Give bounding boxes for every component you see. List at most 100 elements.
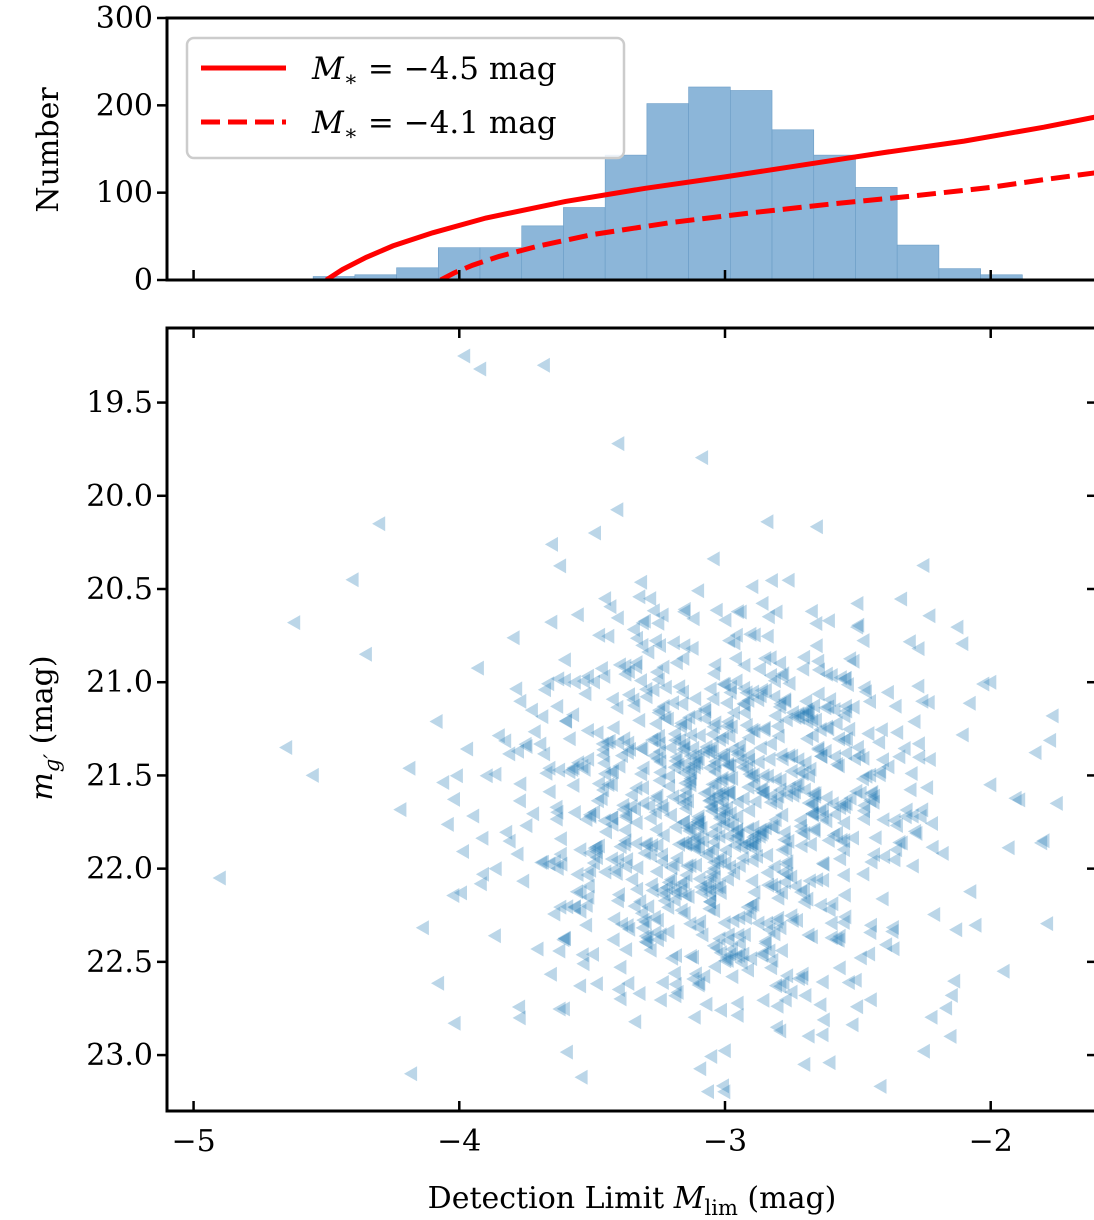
scatter-point: [856, 866, 870, 882]
scatter-point: [893, 591, 908, 607]
scatter-point: [676, 814, 690, 830]
scatter-point: [668, 976, 682, 992]
scatter-point: [457, 348, 471, 364]
scatter-point: [727, 865, 741, 881]
scatter-point: [697, 701, 711, 717]
scatter-point: [863, 925, 877, 940]
scatter-point: [743, 905, 757, 921]
scatter-point: [691, 809, 705, 825]
scatter-point: [613, 959, 627, 975]
scatter-point: [665, 950, 679, 966]
scatter-point: [678, 716, 692, 732]
scatter-point: [968, 917, 982, 933]
scatter-point: [830, 756, 844, 772]
scatter-point: [700, 1084, 714, 1100]
scatter-point: [856, 811, 870, 827]
scatter-point: [679, 835, 693, 851]
scatter-point: [711, 853, 725, 869]
scatter-point: [557, 672, 571, 688]
scatter-point: [722, 728, 736, 744]
scatter-point: [650, 932, 664, 948]
scatter-point: [664, 860, 678, 876]
scatter-point: [440, 816, 454, 832]
scatter-point: [868, 830, 882, 846]
scatter-point: [618, 666, 632, 682]
scatter-point: [863, 767, 877, 783]
scatter-point: [639, 681, 653, 697]
scatter-point: [850, 619, 864, 635]
scatter-point: [643, 810, 657, 826]
scatter-point: [837, 815, 851, 831]
scatter-point: [819, 666, 833, 682]
scatter-point: [800, 731, 814, 747]
scatter-point: [821, 832, 835, 848]
scatter-point: [826, 827, 840, 843]
scatter-point: [706, 551, 720, 567]
scatter-point: [758, 820, 772, 836]
scatter-point: [742, 752, 756, 768]
scatter-point: [774, 747, 788, 763]
scatter-point: [636, 760, 650, 776]
scatter-point: [653, 927, 667, 943]
scatter-point: [509, 681, 523, 697]
scatter-point: [708, 764, 722, 780]
scatter-point: [668, 988, 682, 1004]
scatter-point: [488, 861, 502, 877]
scatter-point: [573, 903, 587, 919]
scatter-point: [781, 572, 795, 588]
scatter-point: [814, 748, 828, 764]
scatter-point: [679, 867, 693, 883]
scatter-point: [598, 864, 612, 880]
scatter-point: [1008, 790, 1022, 806]
scatter-point: [724, 719, 738, 735]
scatter-point: [798, 755, 812, 771]
scatter-point: [839, 731, 853, 747]
scatter-point: [797, 782, 811, 798]
scatter-point: [763, 668, 777, 683]
scatter-point: [702, 882, 717, 898]
scatter-point: [872, 767, 886, 783]
scatter-point: [703, 744, 717, 760]
scatter-point: [746, 896, 760, 912]
scatter-point: [559, 1044, 573, 1060]
scatter-point: [794, 823, 808, 839]
scatter-point: [645, 883, 659, 898]
scatter-point: [773, 772, 787, 788]
scatter-point: [800, 714, 814, 729]
scatter-point: [694, 450, 709, 466]
y-tick-label: 22.5: [86, 945, 153, 980]
scatter-point: [837, 799, 851, 815]
scatter-point: [697, 968, 711, 984]
scatter-point: [658, 710, 672, 726]
scatter-point: [764, 960, 778, 976]
scatter-point: [800, 702, 814, 718]
scatter-point: [654, 797, 668, 813]
scatter-point: [737, 927, 751, 943]
scatter-point: [723, 758, 737, 774]
scatter-point: [566, 777, 580, 793]
scatter-point: [688, 830, 702, 846]
scatter-point: [519, 739, 533, 754]
scatter-point: [813, 803, 827, 819]
scatter-point: [737, 697, 751, 712]
scatter-point: [737, 680, 751, 696]
scatter-point: [614, 916, 628, 932]
scatter-point: [744, 835, 758, 851]
scatter-point: [843, 790, 857, 806]
scatter-point: [691, 811, 705, 827]
scatter-point: [701, 784, 715, 800]
scatter-point: [907, 823, 922, 839]
scatter-point: [653, 764, 667, 780]
scatter-point: [876, 812, 890, 828]
scatter-point: [648, 804, 662, 820]
scatter-point: [949, 922, 963, 938]
scatter-point: [779, 841, 793, 857]
scatter-point: [682, 709, 696, 725]
scatter-point: [553, 846, 567, 862]
scatter-point: [628, 1014, 642, 1030]
scatter-point: [668, 885, 682, 901]
x-tick-label: −3: [703, 1124, 747, 1159]
scatter-point: [880, 684, 894, 700]
scatter-point: [610, 610, 624, 626]
